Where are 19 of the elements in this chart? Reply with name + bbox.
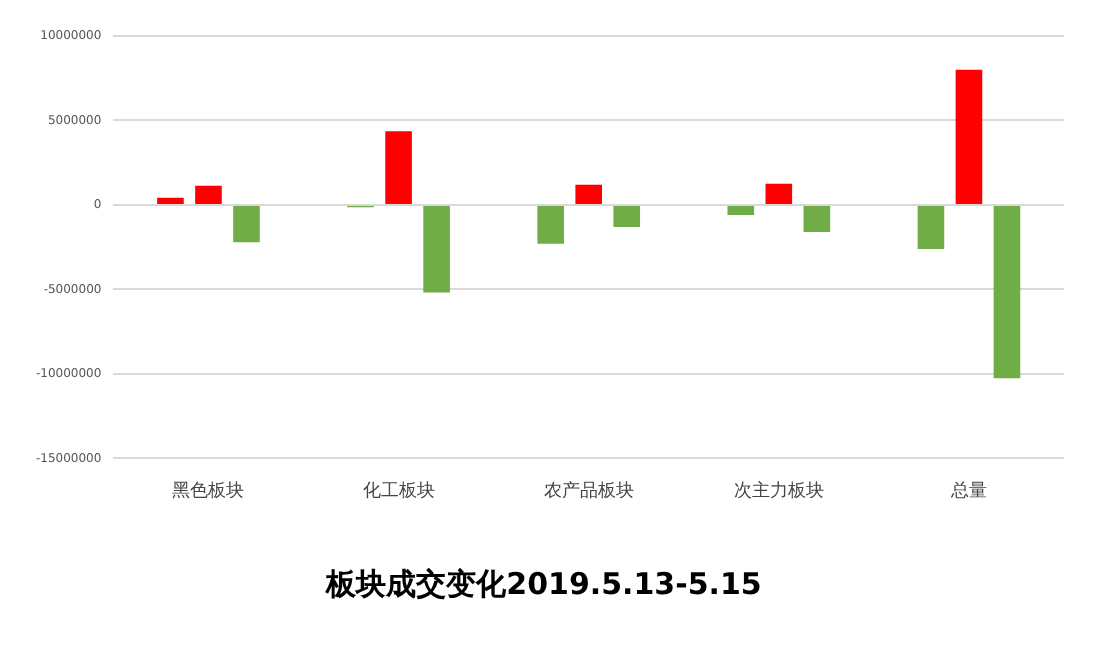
- x-tick-label: 黑色板块: [172, 479, 245, 502]
- bar: [385, 131, 412, 204]
- bar: [955, 69, 983, 204]
- x-tick-label: 化工板块: [362, 479, 435, 502]
- bar: [613, 205, 641, 227]
- bar: [233, 205, 260, 243]
- x-tick-label: 农产品板块: [543, 479, 634, 502]
- bar: [727, 205, 755, 216]
- bar: [917, 205, 945, 249]
- bar: [803, 205, 831, 232]
- bar: [423, 205, 450, 293]
- x-tick-label: 总量: [948, 479, 987, 502]
- text: 板块成交变化2019.5.13-5.15: [324, 565, 762, 602]
- bar: [195, 185, 222, 204]
- bar: [537, 205, 564, 244]
- bar: [765, 183, 793, 204]
- bar: [993, 205, 1021, 379]
- bar: [575, 184, 603, 204]
- x-tick-label: 次主力板块: [733, 479, 824, 502]
